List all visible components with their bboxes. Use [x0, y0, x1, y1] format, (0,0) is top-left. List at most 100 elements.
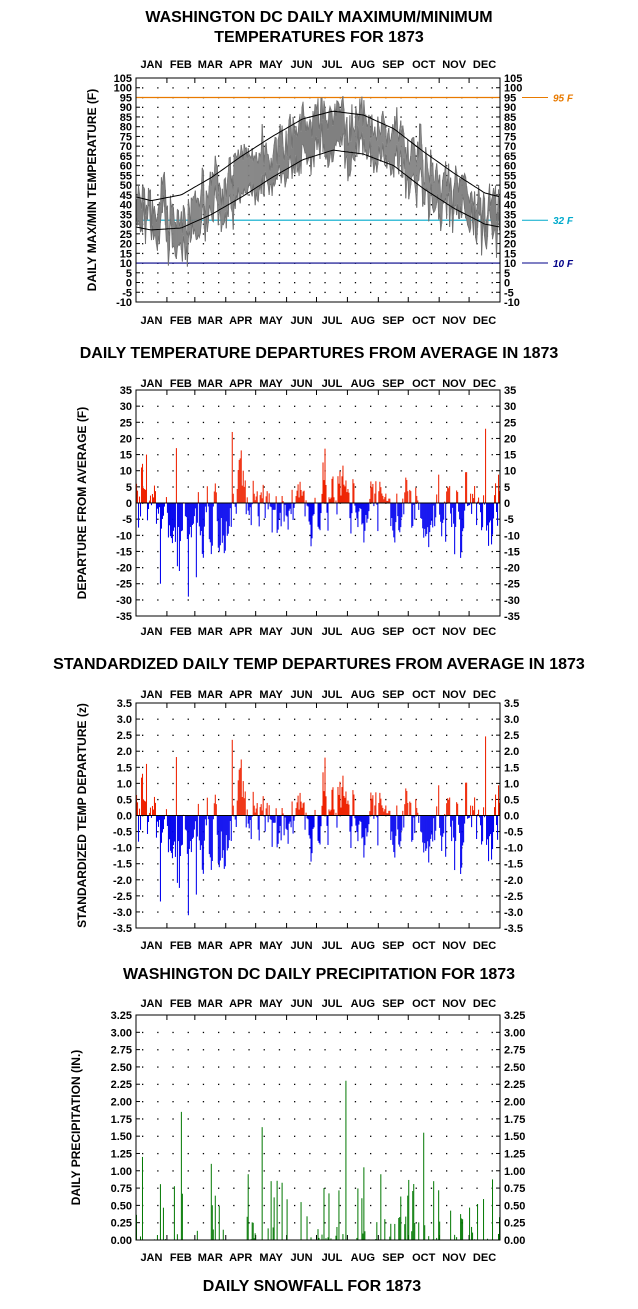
departure-bar	[333, 809, 334, 815]
departure-bar	[432, 503, 433, 527]
departure-bar	[422, 503, 423, 528]
departure-bar	[323, 791, 324, 815]
departure-bar	[346, 804, 347, 816]
departure-bar	[197, 816, 198, 837]
departure-bar	[391, 503, 392, 518]
departure-bar	[452, 503, 453, 508]
departure-bar	[319, 816, 320, 845]
departure-bar	[435, 816, 436, 831]
departure-bar	[321, 494, 322, 503]
chart-title: WASHINGTON DC DAILY PRECIPITATION FOR 18…	[123, 966, 515, 983]
departure-bar	[303, 491, 304, 503]
y-tick-right: -0.5	[504, 827, 523, 839]
departure-bar	[155, 803, 156, 816]
departure-bar	[498, 475, 499, 503]
departure-bar	[291, 503, 292, 514]
departure-bar	[439, 816, 440, 828]
departure-bar	[429, 503, 430, 532]
departure-bar	[471, 503, 472, 514]
y-tick-left: 1.5	[117, 762, 132, 774]
departure-bar	[395, 503, 396, 522]
departure-bar	[186, 816, 187, 831]
y-tick-left: 2.5	[117, 730, 132, 742]
departure-bar	[275, 503, 276, 510]
departure-bar	[206, 816, 207, 826]
departure-bar	[269, 805, 270, 815]
departure-bar	[320, 503, 321, 513]
departure-bar	[268, 816, 269, 823]
plot-border	[136, 1015, 500, 1240]
departure-bar	[487, 816, 488, 840]
month-label-bottom: AUG	[351, 940, 375, 952]
month-label-top: APR	[229, 998, 252, 1010]
departure-bar	[213, 503, 214, 507]
departure-bar	[383, 812, 384, 816]
departure-bar	[345, 480, 346, 503]
departure-bar	[214, 492, 215, 503]
y-tick-right: 1.0	[504, 778, 519, 790]
departure-bar	[323, 480, 324, 503]
departure-bar	[267, 803, 268, 816]
departure-bar	[145, 801, 146, 815]
departure-bar	[157, 503, 158, 509]
chart-title: DAILY TEMPERATURE DEPARTURES FROM AVERAG…	[80, 345, 559, 362]
y-tick-right: 30	[504, 401, 516, 413]
month-label-top: APR	[229, 59, 252, 71]
departure-bar	[203, 503, 204, 558]
departure-bar	[447, 798, 448, 815]
y-tick-right: 0.0	[504, 811, 519, 823]
departure-bar	[166, 497, 167, 503]
month-label-top: FEB	[170, 998, 192, 1010]
departure-bar	[273, 816, 274, 823]
departure-bar	[341, 787, 342, 815]
departure-bar	[415, 488, 416, 503]
y-tick-left: 2.50	[111, 1062, 132, 1074]
month-label-top: JUL	[322, 998, 343, 1010]
month-label-top: JUN	[291, 689, 313, 701]
departure-bar	[332, 476, 333, 503]
departure-bar	[397, 816, 398, 830]
departure-bar	[217, 503, 218, 521]
departure-bar	[326, 816, 327, 826]
departure-bar	[399, 503, 400, 532]
departure-bar	[207, 798, 208, 816]
departure-bar	[453, 503, 454, 524]
departure-bar	[299, 810, 300, 816]
chart-title: STANDARDIZED DAILY TEMP DEPARTURES FROM …	[53, 656, 585, 673]
departure-bar	[171, 816, 172, 853]
departure-bar	[497, 816, 498, 840]
departure-bar	[232, 740, 233, 816]
departure-bar	[426, 503, 427, 534]
departure-bar	[195, 503, 196, 508]
departure-bar	[282, 808, 283, 815]
departure-bar	[326, 503, 327, 513]
departure-bar	[410, 491, 411, 503]
departure-bar	[454, 503, 455, 554]
departure-bar	[256, 809, 257, 816]
departure-bar	[212, 816, 213, 862]
month-label-bottom: DEC	[473, 1252, 496, 1264]
departure-bar	[189, 816, 190, 849]
chart-title: WASHINGTON DC DAILY MAXIMUM/MINIMUM	[145, 9, 492, 26]
departure-bar	[172, 816, 173, 859]
month-label-top: JAN	[140, 998, 162, 1010]
departure-bar	[496, 503, 497, 512]
departure-bar	[418, 503, 419, 510]
departure-bar	[270, 816, 271, 820]
departure-bar	[455, 503, 456, 527]
departure-bar	[162, 816, 163, 833]
departure-bar	[488, 816, 489, 862]
departure-bar	[478, 810, 479, 816]
departure-bar	[336, 503, 337, 514]
departure-bar	[158, 816, 159, 827]
departure-bar	[314, 503, 315, 514]
departure-bar	[319, 503, 320, 530]
departure-bar	[381, 493, 382, 503]
departure-bar	[459, 503, 460, 519]
month-label-top: OCT	[412, 998, 436, 1010]
departure-bar	[232, 432, 233, 503]
departure-bar	[382, 808, 383, 816]
departure-bar	[227, 816, 228, 851]
departure-bar	[300, 482, 301, 503]
y-tick-left: 5	[126, 482, 132, 494]
